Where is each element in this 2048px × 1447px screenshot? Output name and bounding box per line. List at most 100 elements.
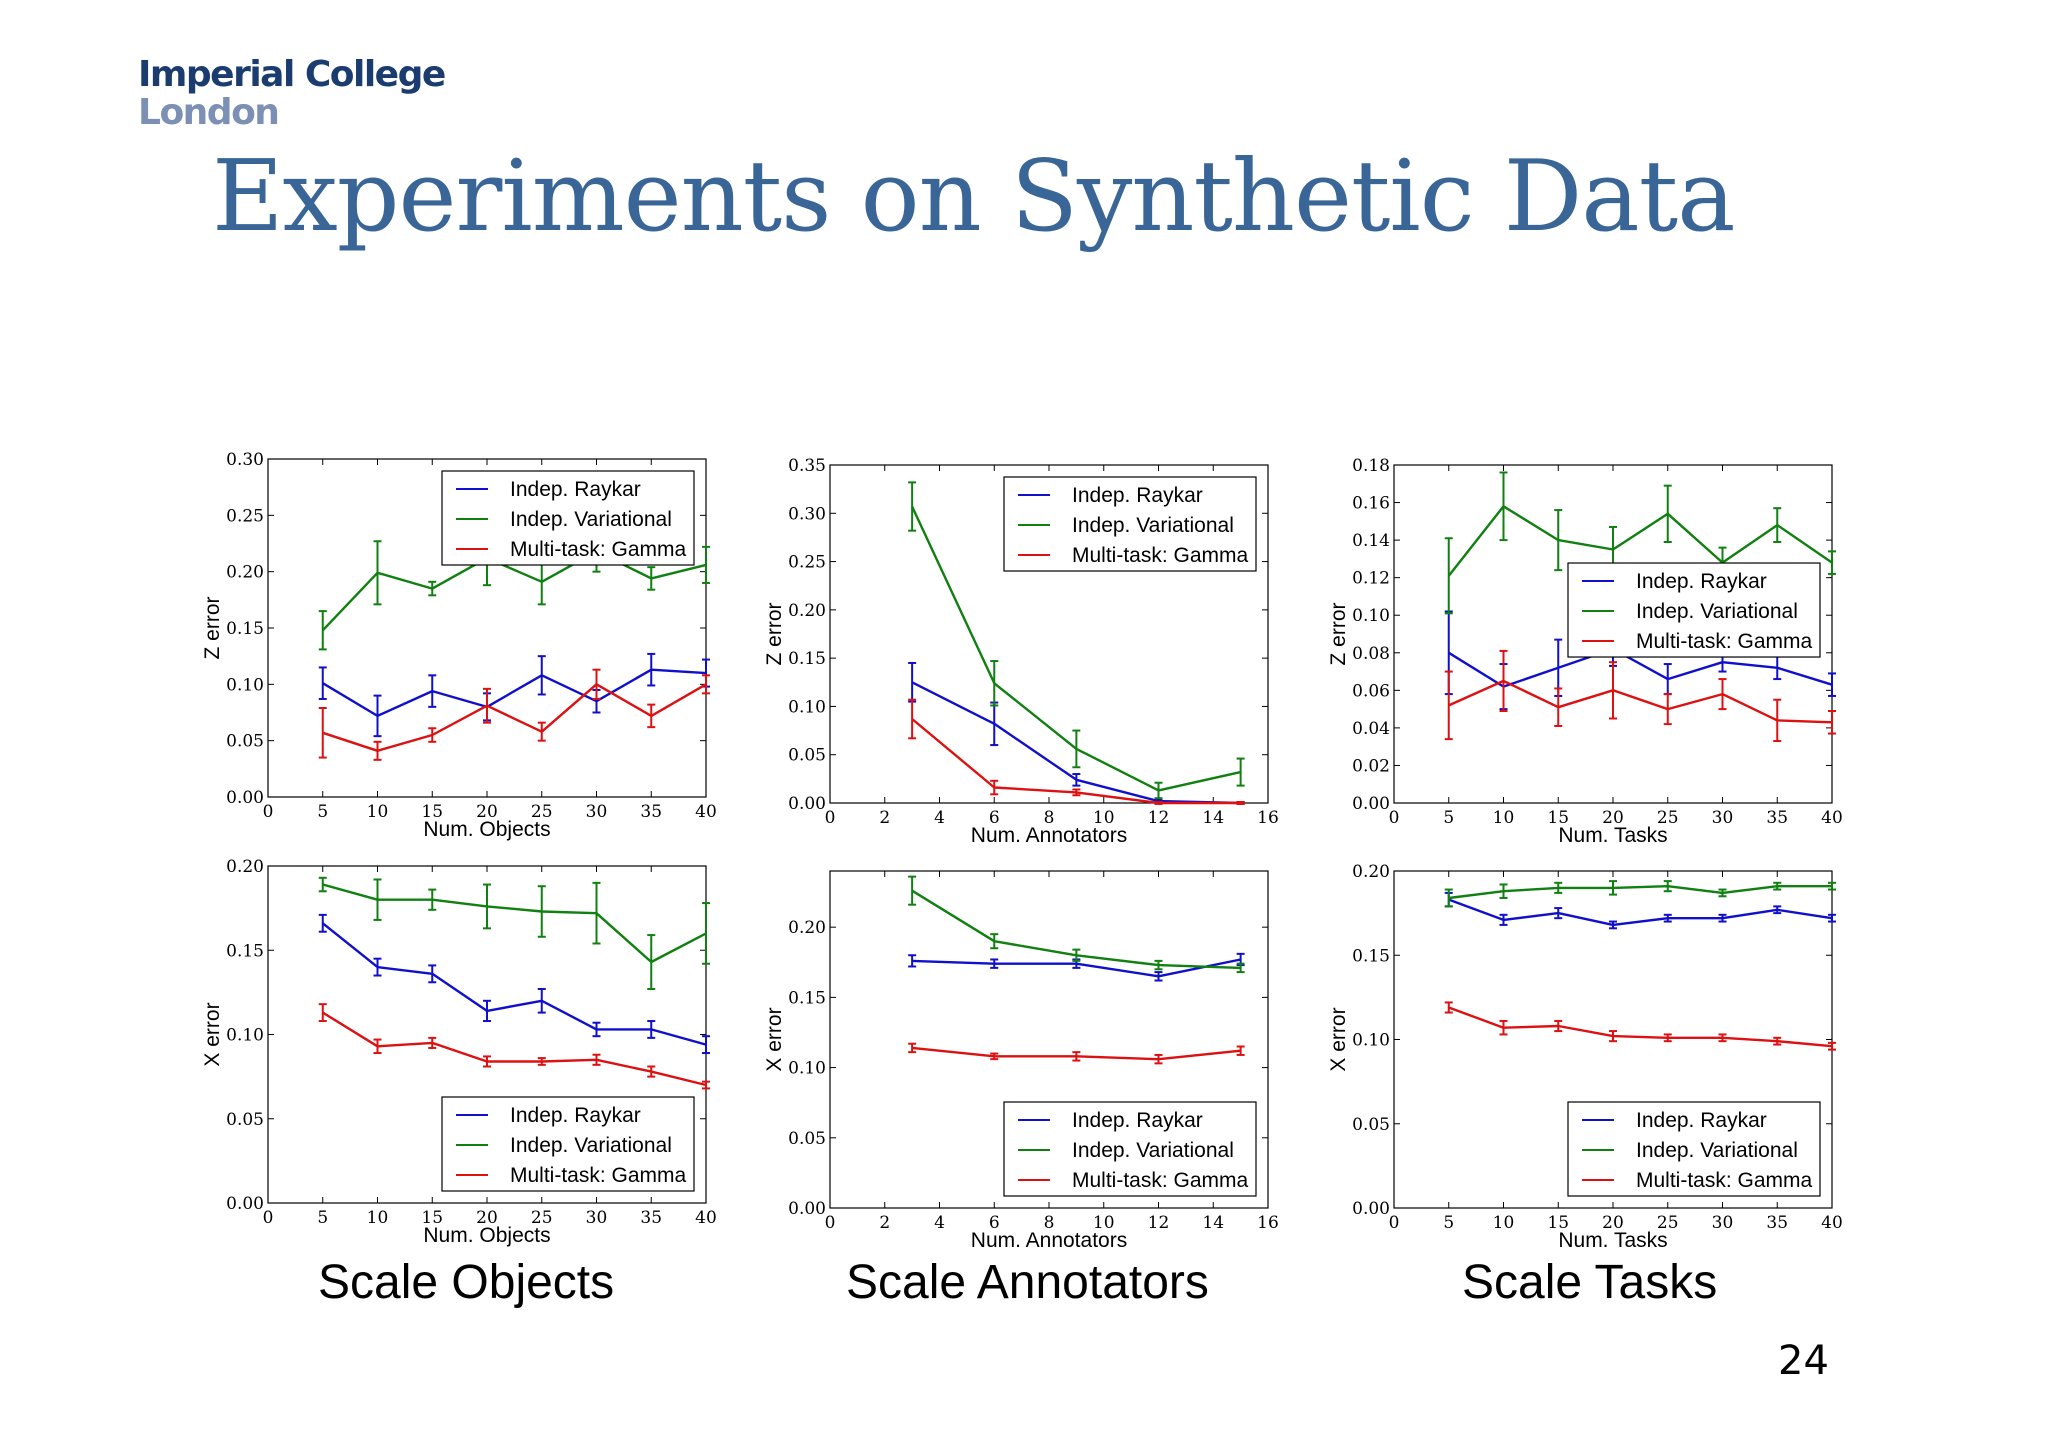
data-point-gamma: [1444, 670, 1453, 741]
x-tick-label: 2: [879, 1213, 890, 1233]
data-point-raykar: [990, 958, 999, 969]
data-point-variational: [1828, 881, 1836, 891]
data-point-variational: [537, 885, 546, 938]
series-gamma: [1444, 649, 1836, 743]
caption-scale-tasks: Scale Tasks: [1462, 1256, 1718, 1309]
data-point-gamma: [483, 1055, 491, 1068]
x-tick-label: 35: [640, 1208, 662, 1228]
data-point-variational: [483, 883, 491, 930]
y-tick-label: 0.35: [788, 456, 826, 476]
x-tick-label: 30: [1712, 808, 1734, 828]
data-point-variational: [908, 481, 917, 532]
y-tick-label: 0.15: [788, 988, 826, 1008]
data-point-gamma: [1663, 693, 1672, 726]
x-tick-label: 25: [1657, 1213, 1679, 1233]
x-tick-label: 35: [640, 802, 662, 822]
y-tick-label: 0.06: [1352, 681, 1390, 701]
x-axis-label: Num. Annotators: [971, 824, 1127, 847]
data-point-gamma: [1154, 801, 1163, 805]
data-point-variational: [1444, 888, 1453, 908]
data-point-gamma: [1718, 678, 1727, 711]
x-tick-label: 16: [1257, 808, 1279, 828]
data-point-gamma: [428, 727, 437, 743]
data-point-gamma: [1554, 1019, 1563, 1033]
x-tick-label: 15: [421, 1208, 443, 1228]
data-point-gamma: [1072, 1051, 1081, 1062]
data-point-variational: [373, 540, 382, 606]
x-tick-label: 4: [934, 1213, 945, 1233]
y-tick-label: 0.05: [788, 1129, 826, 1149]
legend-label-gamma: Multi-task: Gamma: [1072, 1169, 1249, 1192]
series-line-variational: [1447, 505, 1833, 577]
data-point-variational: [702, 902, 710, 965]
series-line-variational: [322, 883, 707, 964]
x-tick-label: 12: [1148, 1213, 1170, 1233]
data-point-gamma: [1609, 661, 1617, 720]
data-point-variational: [1828, 550, 1836, 575]
series-line-gamma: [1448, 679, 1833, 724]
slide-title: Experiments on Synthetic Data: [212, 140, 1736, 254]
data-point-gamma: [373, 740, 382, 761]
y-tick-label: 0.20: [788, 601, 826, 621]
legend-label-raykar: Indep. Raykar: [1072, 484, 1203, 507]
legend-label-gamma: Multi-task: Gamma: [1636, 630, 1813, 653]
data-point-variational: [1773, 507, 1782, 543]
data-point-gamma: [702, 1080, 710, 1090]
y-tick-label: 0.20: [788, 918, 826, 938]
y-axis-label: Z error: [763, 602, 786, 665]
x-axis-label: Num. Tasks: [1558, 1229, 1667, 1252]
data-point-variational: [1499, 471, 1508, 542]
x-axis-label: Num. Annotators: [971, 1229, 1127, 1252]
series-variational: [318, 876, 710, 991]
legend-label-variational: Indep. Variational: [1072, 514, 1234, 537]
y-tick-label: 0.20: [226, 563, 264, 583]
y-tick-label: 0.05: [226, 732, 264, 752]
data-point-raykar: [1609, 920, 1617, 930]
y-tick-label: 0.15: [1352, 946, 1390, 966]
chart-3: 0 5 10 15 20 25 30 35 40 0.00 0.02 0.04 0.06 0.08 0.10…: [1327, 456, 1843, 847]
legend-label-variational: Indep. Variational: [1636, 1139, 1798, 1162]
series-gamma: [1444, 1001, 1836, 1051]
chart-1: 0 5 10 15 20 25 30 35 40 0.00 0.05 0.10 0.15 0.20 0.25…: [201, 450, 717, 841]
series-variational: [908, 875, 1245, 974]
legend-label-raykar: Indep. Raykar: [1072, 1109, 1203, 1132]
chart-4: 0 5 10 15 20 25 30 35 40 0.00 0.05 0.10 0.15 0.20 Num.…: [201, 857, 717, 1247]
data-point-raykar: [428, 674, 437, 708]
x-axis-label: Num. Objects: [423, 1224, 550, 1247]
series-line-gamma: [1448, 1006, 1833, 1048]
caption-scale-objects: Scale Objects: [318, 1256, 615, 1309]
y-tick-label: 0.15: [226, 619, 264, 639]
data-point-gamma: [1609, 1030, 1617, 1043]
data-point-variational: [1154, 959, 1163, 971]
data-point-gamma: [702, 674, 710, 695]
data-point-variational: [647, 934, 656, 991]
x-tick-label: 10: [1093, 808, 1115, 828]
data-point-variational: [428, 888, 437, 911]
data-point-gamma: [318, 706, 327, 759]
data-point-raykar: [537, 655, 546, 696]
data-point-gamma: [1236, 801, 1245, 805]
series-line-gamma: [322, 683, 707, 752]
data-point-variational: [1773, 881, 1782, 891]
data-point-variational: [1554, 881, 1563, 894]
x-tick-label: 4: [934, 808, 945, 828]
data-point-gamma: [1154, 1053, 1163, 1065]
data-point-variational: [702, 545, 710, 584]
data-point-gamma: [1828, 1041, 1836, 1051]
data-point-raykar: [1154, 971, 1163, 982]
page-number: 24: [1778, 1338, 1829, 1384]
x-tick-label: 40: [695, 1208, 717, 1228]
x-axis-label: Num. Objects: [423, 818, 550, 841]
data-point-variational: [1154, 781, 1163, 800]
data-point-gamma: [1663, 1033, 1672, 1043]
x-tick-label: 5: [317, 1208, 328, 1228]
x-tick-label: 10: [1493, 808, 1515, 828]
y-tick-label: 0.05: [226, 1110, 264, 1130]
x-tick-label: 20: [476, 1208, 498, 1228]
data-point-variational: [1072, 729, 1081, 769]
data-point-raykar: [592, 1021, 601, 1038]
data-point-raykar: [318, 913, 327, 933]
y-axis-label: X error: [763, 1007, 786, 1071]
y-tick-label: 0.10: [226, 675, 264, 695]
data-point-variational: [1718, 888, 1727, 898]
